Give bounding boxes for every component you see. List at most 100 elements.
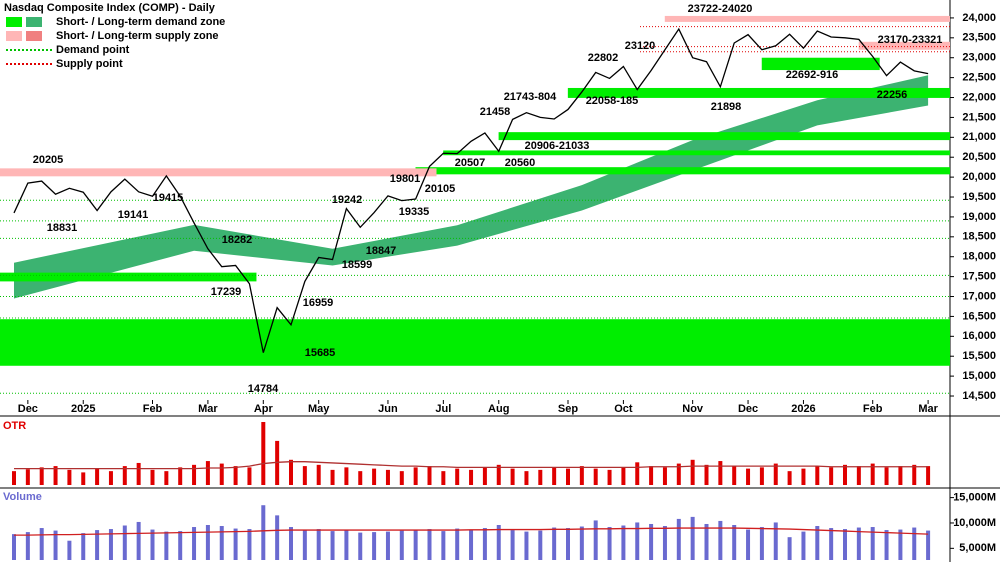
volume-bar (773, 522, 778, 560)
y-tick-label: 18,000 (962, 251, 996, 263)
otr-bar (316, 464, 321, 485)
volume-bar (482, 528, 487, 560)
otr-bar (815, 466, 820, 485)
otr-bar (759, 467, 764, 485)
demand-zone (761, 57, 880, 71)
x-tick-label: Apr (254, 403, 274, 415)
otr-bar (593, 468, 598, 485)
legend-swatch (6, 17, 22, 27)
volume-bar (95, 530, 100, 560)
otr-bar (150, 469, 155, 485)
price-annotation: 15685 (305, 347, 336, 359)
otr-bar (718, 461, 723, 485)
x-tick-label: Mar (198, 403, 218, 415)
volume-bar (662, 526, 667, 560)
price-annotation: 20105 (425, 183, 456, 195)
otr-bar (219, 463, 224, 485)
y-tick-label: 5,000M (959, 542, 996, 554)
otr-bar (372, 468, 377, 485)
legend-swatch (6, 31, 22, 41)
y-tick-label: 23,500 (962, 32, 996, 44)
otr-bar (12, 471, 16, 485)
y-tick-label: 22,000 (962, 91, 996, 103)
price-annotation: 23170-23321 (878, 34, 943, 46)
long-term-demand-band (14, 75, 929, 299)
price-annotation: 18599 (342, 259, 373, 271)
volume-bar (635, 522, 640, 560)
volume-bar (746, 529, 751, 560)
volume-bar (870, 527, 875, 560)
otr-bar (884, 467, 889, 485)
otr-bar (441, 471, 446, 485)
volume-bar (39, 528, 44, 560)
price-annotation: 16959 (303, 297, 334, 309)
x-tick-label: 2025 (71, 403, 95, 415)
volume-bar (801, 531, 806, 560)
x-tick-label: Aug (488, 403, 509, 415)
supply-zone (858, 41, 950, 50)
otr-bar (870, 463, 875, 485)
demand-zone (415, 167, 950, 175)
otr-bar (524, 471, 529, 485)
volume-bar (247, 529, 252, 560)
y-tick-label: 24,000 (962, 12, 996, 24)
otr-bar (136, 462, 141, 485)
otr-bar (67, 469, 72, 485)
otr-bar (289, 459, 293, 485)
otr-bar (122, 466, 127, 485)
otr-bar (566, 468, 570, 485)
volume-bar (690, 516, 695, 560)
volume-bar (607, 527, 612, 560)
price-annotation: 19335 (399, 206, 430, 218)
otr-bar (108, 471, 113, 485)
otr-bar (552, 467, 557, 485)
otr-bar (746, 468, 751, 485)
volume-bar (399, 530, 404, 560)
volume-bar (385, 531, 390, 560)
otr-bar (482, 467, 487, 485)
price-annotation: 18282 (222, 234, 253, 246)
volume-bar (510, 530, 515, 560)
volume-bar (704, 523, 709, 560)
x-tick-label: Sep (558, 403, 578, 415)
price-annotation: 20205 (33, 154, 64, 166)
price-annotation: 21898 (711, 101, 742, 113)
volume-bar (455, 528, 460, 560)
otr-bar (330, 469, 335, 485)
otr-bar (399, 471, 404, 485)
price-annotation: 19141 (118, 209, 149, 221)
demand-zone (567, 87, 950, 98)
y-tick-label: 19,000 (962, 211, 996, 223)
otr-bar (912, 464, 917, 485)
volume-bar (192, 527, 197, 560)
otr-bar (344, 467, 349, 485)
volume-bar (219, 526, 224, 560)
volume-bar (25, 532, 30, 560)
price-annotation: 23722-24020 (688, 3, 753, 15)
volume-bar (649, 523, 654, 560)
price-annotation: 18831 (47, 222, 78, 234)
volume-bar (413, 529, 418, 560)
otr-bar (676, 463, 681, 485)
volume-bar (496, 525, 501, 560)
y-tick-label: 10,000M (953, 517, 996, 529)
otr-bar (427, 466, 432, 485)
volume-bar (566, 528, 570, 560)
otr-bar (787, 471, 792, 485)
otr-bar (233, 466, 238, 485)
otr-bar (649, 466, 654, 485)
price-annotation: 22802 (588, 52, 619, 64)
y-tick-label: 14,500 (962, 390, 996, 402)
otr-bar (856, 466, 861, 485)
otr-bar (469, 469, 474, 485)
price-line (13, 27, 929, 353)
otr-bar (607, 469, 612, 485)
otr-bar (496, 464, 501, 485)
x-tick-label: Nov (682, 403, 704, 415)
otr-bar (81, 472, 86, 485)
volume-bar (358, 532, 363, 560)
y-tick-label: 17,000 (962, 290, 996, 302)
volume-bar (261, 505, 266, 560)
otr-bar (635, 462, 640, 485)
demand-zone (0, 272, 257, 282)
